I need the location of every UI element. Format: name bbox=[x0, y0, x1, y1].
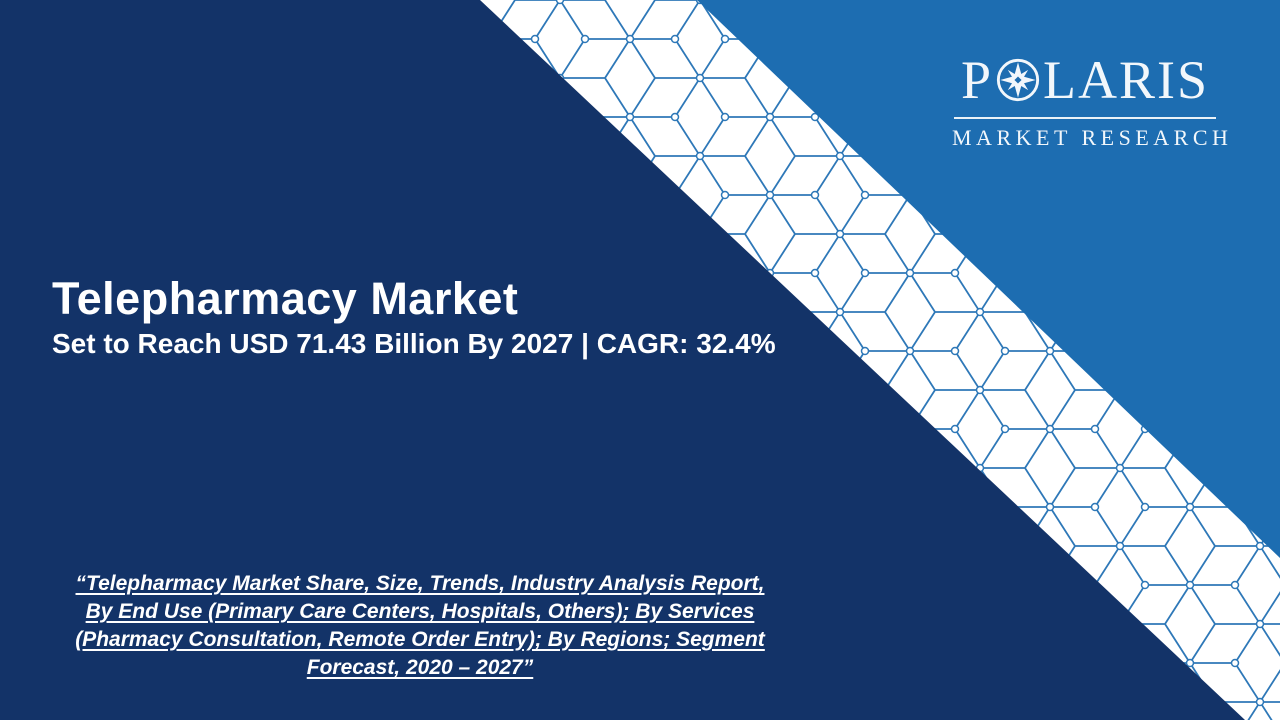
quote-line: (Pharmacy Consultation, Remote Order Ent… bbox=[75, 628, 765, 651]
logo-divider bbox=[954, 117, 1216, 119]
title-block: Telepharmacy Market Set to Reach USD 71.… bbox=[52, 276, 776, 360]
lightblue-corner-panel bbox=[697, 0, 1280, 558]
navy-diagonal-panel bbox=[0, 0, 1245, 720]
logo-tagline: MARKET RESEARCH bbox=[952, 125, 1233, 150]
quote-line: By End Use (Primary Care Centers, Hospit… bbox=[85, 600, 755, 623]
report-quote: “Telepharmacy Market Share, Size, Trends… bbox=[50, 570, 790, 682]
page-title: Telepharmacy Market bbox=[52, 273, 519, 324]
logo-text-suffix: LARIS bbox=[1043, 50, 1210, 110]
page-subtitle: Set to Reach USD 71.43 Billion By 2027 |… bbox=[52, 328, 776, 359]
compass-star-icon bbox=[996, 58, 1040, 102]
logo-text-prefix: P bbox=[960, 50, 994, 110]
polaris-logo: P LARIS MARKET RESEARCH bbox=[952, 52, 1233, 150]
quote-line: “Telepharmacy Market Share, Size, Trends… bbox=[75, 572, 765, 595]
logo-brand-line: P LARIS bbox=[952, 52, 1218, 108]
quote-line: Forecast, 2020 – 2027” bbox=[306, 656, 534, 679]
